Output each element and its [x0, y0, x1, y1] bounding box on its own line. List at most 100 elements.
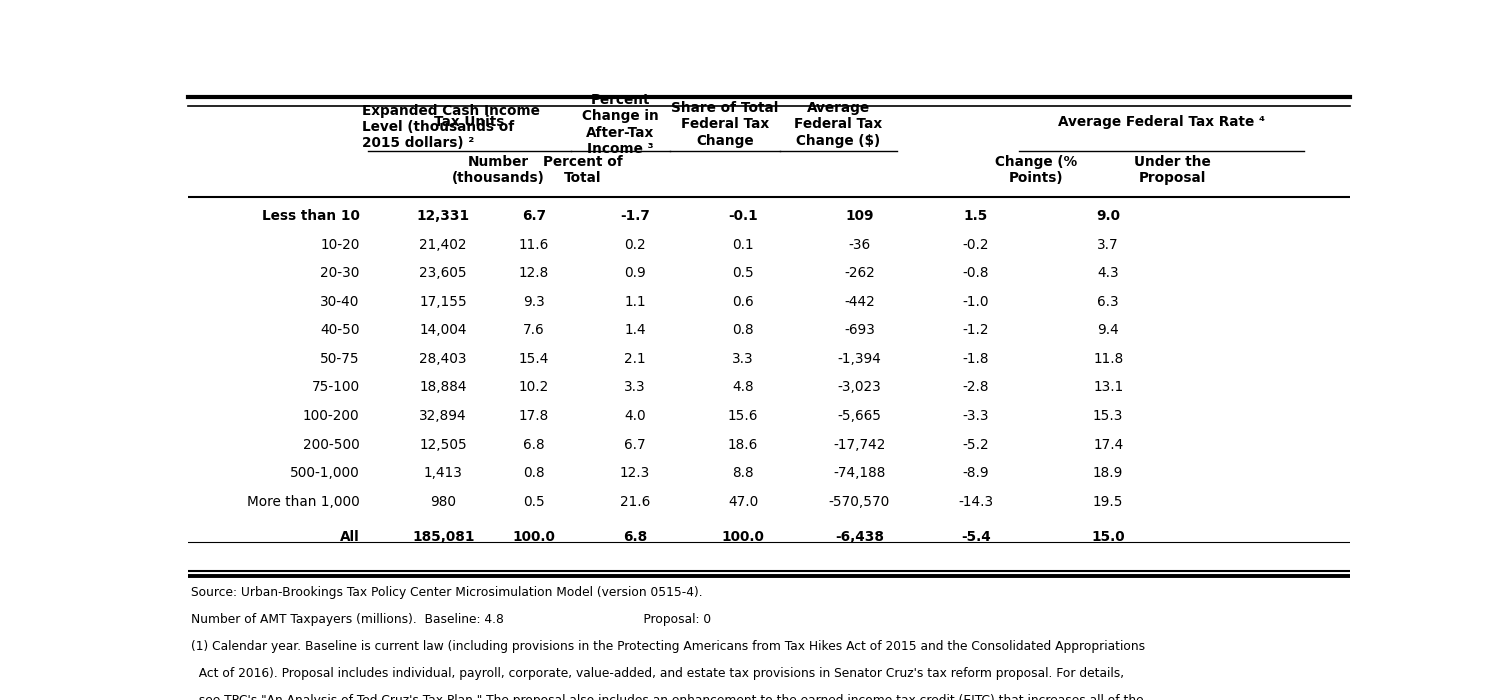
Text: 185,081: 185,081: [413, 530, 474, 544]
Text: 18.9: 18.9: [1094, 466, 1124, 480]
Text: -1.0: -1.0: [963, 295, 988, 309]
Text: -3.3: -3.3: [963, 409, 988, 423]
Text: -442: -442: [844, 295, 874, 309]
Text: 28,403: 28,403: [420, 352, 466, 366]
Text: Act of 2016). Proposal includes individual, payroll, corporate, value-added, and: Act of 2016). Proposal includes individu…: [190, 666, 1124, 680]
Text: 3.7: 3.7: [1098, 237, 1119, 251]
Text: 4.3: 4.3: [1098, 266, 1119, 280]
Text: 8.8: 8.8: [732, 466, 754, 480]
Text: -6,438: -6,438: [836, 530, 884, 544]
Text: -8.9: -8.9: [963, 466, 988, 480]
Text: 3.3: 3.3: [624, 381, 646, 395]
Text: 9.0: 9.0: [1096, 209, 1120, 223]
Text: 18.6: 18.6: [728, 438, 759, 452]
Text: 15.0: 15.0: [1092, 530, 1125, 544]
Text: 17.4: 17.4: [1094, 438, 1124, 452]
Text: 1,413: 1,413: [424, 466, 462, 480]
Text: 17,155: 17,155: [420, 295, 466, 309]
Text: -1,394: -1,394: [837, 352, 882, 366]
Text: -262: -262: [844, 266, 874, 280]
Text: 12.8: 12.8: [519, 266, 549, 280]
Text: Under the
Proposal: Under the Proposal: [1134, 155, 1210, 186]
Text: 100.0: 100.0: [513, 530, 555, 544]
Text: 6.3: 6.3: [1098, 295, 1119, 309]
Text: 40-50: 40-50: [320, 323, 360, 337]
Text: 3.3: 3.3: [732, 352, 754, 366]
Text: 13.1: 13.1: [1094, 381, 1124, 395]
Text: 30-40: 30-40: [320, 295, 360, 309]
Text: 10-20: 10-20: [320, 237, 360, 251]
Text: 47.0: 47.0: [728, 495, 759, 509]
Text: Average Federal Tax Rate ⁴: Average Federal Tax Rate ⁴: [1058, 115, 1264, 129]
Text: 0.6: 0.6: [732, 295, 754, 309]
Text: Change (%
Points): Change (% Points): [994, 155, 1077, 186]
Text: 0.8: 0.8: [732, 323, 754, 337]
Text: -74,188: -74,188: [833, 466, 885, 480]
Text: Percent of
Total: Percent of Total: [543, 155, 622, 186]
Text: -1.2: -1.2: [963, 323, 988, 337]
Text: 4.0: 4.0: [624, 409, 646, 423]
Text: (1) Calendar year. Baseline is current law (including provisions in the Protecti: (1) Calendar year. Baseline is current l…: [190, 640, 1144, 652]
Text: 200-500: 200-500: [303, 438, 360, 452]
Text: 15.4: 15.4: [519, 352, 549, 366]
Text: 15.6: 15.6: [728, 409, 759, 423]
Text: 32,894: 32,894: [420, 409, 466, 423]
Text: All: All: [340, 530, 360, 544]
Text: 500-1,000: 500-1,000: [290, 466, 360, 480]
Text: 0.1: 0.1: [732, 237, 754, 251]
Text: 18,884: 18,884: [420, 381, 466, 395]
Text: 9.4: 9.4: [1098, 323, 1119, 337]
Text: 100-200: 100-200: [303, 409, 360, 423]
Text: Percent
Change in
After-Tax
Income ³: Percent Change in After-Tax Income ³: [582, 93, 658, 155]
Text: -0.2: -0.2: [963, 237, 988, 251]
Text: 21,402: 21,402: [420, 237, 466, 251]
Text: 980: 980: [430, 495, 456, 509]
Text: 0.8: 0.8: [524, 466, 544, 480]
Text: -14.3: -14.3: [958, 495, 993, 509]
Text: -3,023: -3,023: [837, 381, 882, 395]
Text: Expanded Cash Income
Level (thousands of
2015 dollars) ²: Expanded Cash Income Level (thousands of…: [362, 104, 540, 150]
Text: 50-75: 50-75: [320, 352, 360, 366]
Text: see TPC's "An Analysis of Ted Cruz's Tax Plan." The proposal also includes an en: see TPC's "An Analysis of Ted Cruz's Tax…: [190, 694, 1143, 700]
Text: 6.7: 6.7: [522, 209, 546, 223]
Text: -0.8: -0.8: [963, 266, 988, 280]
Text: 6.8: 6.8: [622, 530, 646, 544]
Text: 4.8: 4.8: [732, 381, 754, 395]
Text: 0.5: 0.5: [524, 495, 544, 509]
Text: Number
(thousands): Number (thousands): [452, 155, 544, 186]
Text: -36: -36: [849, 237, 870, 251]
Text: Tax Units: Tax Units: [433, 115, 504, 129]
Text: Average
Federal Tax
Change ($): Average Federal Tax Change ($): [795, 102, 882, 148]
Text: Source: Urban-Brookings Tax Policy Center Microsimulation Model (version 0515-4): Source: Urban-Brookings Tax Policy Cente…: [190, 586, 702, 598]
Text: -5.2: -5.2: [963, 438, 988, 452]
Text: 14,004: 14,004: [420, 323, 466, 337]
Text: 0.5: 0.5: [732, 266, 754, 280]
Text: 1.5: 1.5: [963, 209, 988, 223]
Text: 6.8: 6.8: [524, 438, 544, 452]
Text: -2.8: -2.8: [963, 381, 988, 395]
Text: 1.4: 1.4: [624, 323, 646, 337]
Text: 0.9: 0.9: [624, 266, 646, 280]
Text: 11.6: 11.6: [519, 237, 549, 251]
Text: 2.1: 2.1: [624, 352, 646, 366]
Text: -5,665: -5,665: [837, 409, 882, 423]
Text: 19.5: 19.5: [1094, 495, 1124, 509]
Text: More than 1,000: More than 1,000: [248, 495, 360, 509]
Text: -1.7: -1.7: [620, 209, 650, 223]
Text: 100.0: 100.0: [722, 530, 765, 544]
Text: Less than 10: Less than 10: [261, 209, 360, 223]
Text: 11.8: 11.8: [1094, 352, 1124, 366]
Text: 21.6: 21.6: [620, 495, 650, 509]
Text: -5.4: -5.4: [962, 530, 990, 544]
Text: 12.3: 12.3: [620, 466, 650, 480]
Text: -570,570: -570,570: [830, 495, 890, 509]
Text: -693: -693: [844, 323, 874, 337]
Text: 75-100: 75-100: [312, 381, 360, 395]
Text: 109: 109: [844, 209, 873, 223]
Text: 9.3: 9.3: [524, 295, 544, 309]
Text: Share of Total
Federal Tax
Change: Share of Total Federal Tax Change: [672, 102, 778, 148]
Text: 7.6: 7.6: [524, 323, 544, 337]
Text: 20-30: 20-30: [320, 266, 360, 280]
Text: 0.2: 0.2: [624, 237, 646, 251]
Text: 12,505: 12,505: [420, 438, 466, 452]
